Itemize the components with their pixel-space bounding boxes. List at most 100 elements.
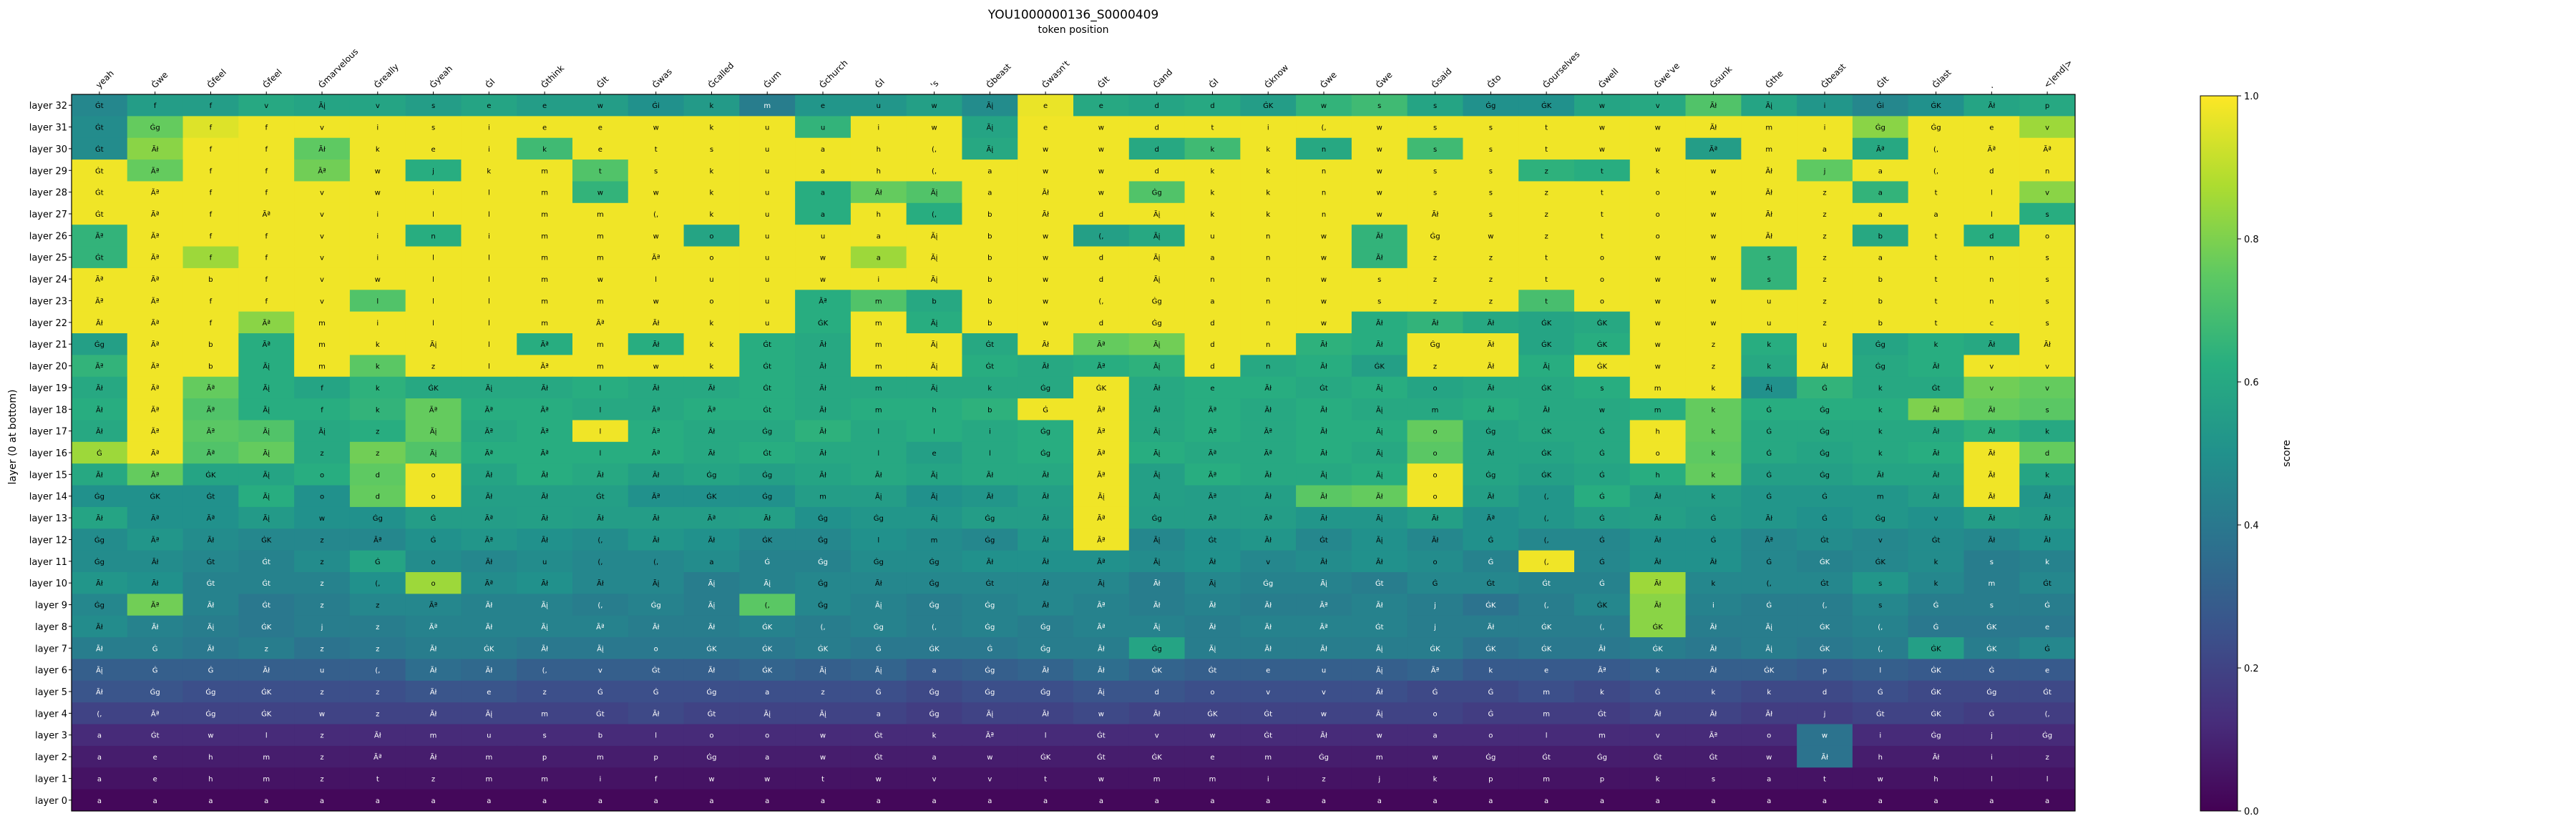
heatmap-cell bbox=[72, 485, 128, 508]
cell-token-label: i bbox=[1879, 732, 1881, 740]
cell-token-label: m bbox=[263, 754, 270, 762]
heatmap-cell bbox=[906, 246, 962, 269]
cell-token-label: a bbox=[765, 689, 769, 697]
cell-token-label: (, bbox=[932, 211, 937, 219]
cell-token-label: w bbox=[375, 190, 381, 197]
cell-token-label: f bbox=[265, 276, 268, 284]
heatmap-cell bbox=[1963, 355, 2020, 378]
cell-token-label: Ãł bbox=[819, 405, 826, 414]
cell-token-label: Ãį bbox=[1153, 210, 1161, 219]
heatmap-cell bbox=[1574, 311, 1631, 334]
cell-token-label: t bbox=[376, 775, 379, 783]
heatmap-cell bbox=[1963, 441, 2020, 464]
heatmap-cell bbox=[294, 246, 351, 269]
cell-token-label: ĠK bbox=[261, 709, 272, 718]
heatmap-cell bbox=[1296, 463, 1352, 486]
cell-token-label: Ãį bbox=[263, 383, 270, 393]
cell-token-label: Ãª bbox=[151, 513, 160, 523]
cell-token-label: k bbox=[1934, 580, 1938, 588]
heatmap-cell bbox=[1797, 290, 1853, 313]
cell-token-label: Ġ bbox=[1488, 687, 1493, 697]
heatmap-cell bbox=[1629, 181, 1687, 204]
cell-token-label: ĠK bbox=[1931, 666, 1941, 675]
cell-token-label: Ġ bbox=[1599, 470, 1605, 479]
x-tick-label: Ġbeast bbox=[1818, 60, 1848, 90]
cell-token-label: ĠK bbox=[1541, 383, 1552, 393]
cell-token-label: Ġ bbox=[1655, 687, 1661, 697]
cell-token-label: k bbox=[710, 363, 714, 371]
cell-token-label: a bbox=[1433, 797, 1437, 805]
cell-token-label: f bbox=[265, 124, 268, 132]
cell-token-label: m bbox=[541, 298, 548, 305]
cell-token-label: (, bbox=[597, 602, 602, 610]
cell-token-label: Ãª bbox=[151, 166, 160, 175]
cell-token-label: w bbox=[1655, 320, 1661, 328]
heatmap-cell bbox=[1908, 159, 1964, 182]
heatmap-cell bbox=[1463, 246, 1519, 269]
cell-token-label: n bbox=[2045, 167, 2049, 175]
cell-token-label: a bbox=[97, 754, 102, 762]
heatmap-cell bbox=[1852, 463, 1909, 486]
cell-token-label: Ãł bbox=[875, 470, 882, 479]
cell-token-label: Ġ bbox=[1766, 492, 1772, 501]
heatmap-cell bbox=[1574, 420, 1631, 443]
cell-token-label: Ġ bbox=[1766, 601, 1772, 610]
heatmap-cell bbox=[1518, 267, 1575, 290]
cell-token-label: Ġt bbox=[1209, 666, 1217, 675]
cell-token-label: w bbox=[1878, 775, 1883, 783]
heatmap-cell bbox=[628, 267, 685, 290]
heatmap-cell bbox=[72, 420, 128, 443]
cell-token-label: ĠK bbox=[818, 644, 829, 653]
cell-token-label: m bbox=[597, 341, 604, 349]
cell-token-label: o bbox=[1656, 450, 1660, 458]
cell-token-label: Ãł bbox=[1765, 513, 1772, 523]
cell-token-label: Ġg bbox=[1152, 513, 1162, 523]
cell-token-label: ĠK bbox=[1541, 340, 1552, 349]
cell-token-label: Ãł bbox=[430, 709, 437, 718]
cell-token-label: d bbox=[1823, 689, 1827, 697]
heatmap-cell bbox=[238, 267, 295, 290]
cell-token-label: a bbox=[487, 797, 491, 805]
cell-token-label: Ġg bbox=[1875, 362, 1885, 371]
heatmap-cell bbox=[1184, 159, 1241, 182]
heatmap-cell bbox=[962, 246, 1018, 269]
cell-token-label: Ġg bbox=[874, 622, 884, 631]
cell-token-label: Ġg bbox=[762, 492, 772, 501]
heatmap-cell bbox=[127, 246, 184, 269]
cell-token-label: Ãł bbox=[1933, 427, 1940, 436]
heatmap-cell bbox=[405, 290, 462, 313]
cell-token-label: Ġt bbox=[763, 340, 771, 349]
cell-token-label: Ġ bbox=[431, 535, 436, 544]
heatmap-cell bbox=[1629, 116, 1687, 139]
cell-token-label: Ãª bbox=[262, 318, 270, 328]
heatmap-cell bbox=[2019, 159, 2076, 182]
cell-token-label: v bbox=[1656, 732, 1660, 740]
cell-token-label: l bbox=[877, 428, 879, 436]
heatmap-cell bbox=[683, 225, 740, 247]
cell-token-label: m bbox=[875, 341, 882, 349]
heatmap-cell bbox=[461, 290, 517, 313]
heatmap-cell bbox=[1128, 485, 1186, 508]
heatmap-cell bbox=[294, 311, 351, 334]
cell-token-label: Ãł bbox=[819, 383, 826, 393]
cell-token-label: t bbox=[1601, 211, 1604, 219]
heatmap-cell bbox=[1018, 202, 1074, 225]
cell-token-label: t bbox=[1545, 276, 1548, 284]
heatmap-cell bbox=[1351, 137, 1408, 160]
cell-token-label: Ġg bbox=[1040, 448, 1050, 458]
heatmap-cell bbox=[628, 441, 685, 464]
cell-token-label: Ġt bbox=[95, 210, 104, 219]
heatmap-cell bbox=[1741, 202, 1797, 225]
heatmap-cell bbox=[1797, 376, 1853, 399]
heatmap-cell bbox=[294, 137, 351, 160]
cell-token-label: Ãª bbox=[2043, 144, 2051, 154]
cell-token-label: Ãª bbox=[151, 601, 160, 610]
cell-token-label: Ãª bbox=[1988, 144, 1996, 154]
colorbar-tick-label: 0.0 bbox=[2244, 807, 2259, 817]
cell-token-label: Ãł bbox=[1042, 188, 1049, 197]
heatmap-cell bbox=[127, 376, 184, 399]
cell-token-label: Ãį bbox=[263, 513, 270, 523]
heatmap-cell bbox=[795, 398, 852, 421]
heatmap-cell bbox=[1018, 398, 1074, 421]
heatmap-cell bbox=[962, 420, 1018, 443]
